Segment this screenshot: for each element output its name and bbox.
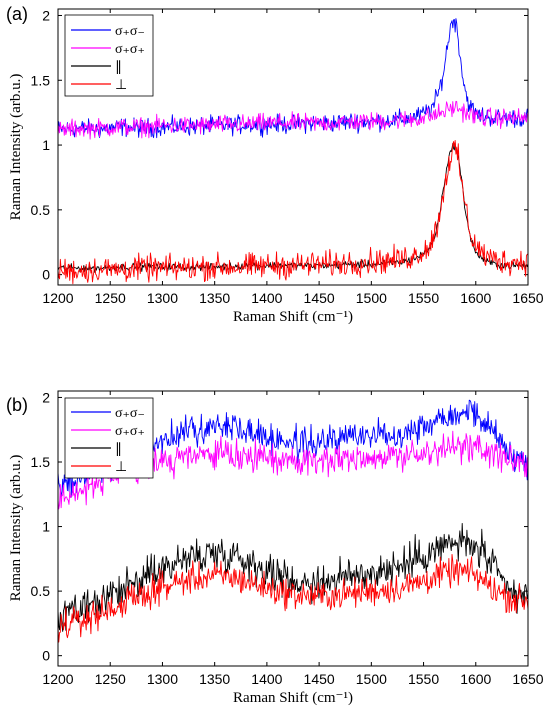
panel-b-label: (b) bbox=[6, 395, 28, 415]
panel-b-y-tick-label: 2 bbox=[42, 389, 50, 405]
panel-b-legend-label-4: ⊥ bbox=[115, 460, 127, 475]
panel-a-x-tick-label: 1200 bbox=[42, 290, 73, 306]
panel-a-x-tick-label: 1300 bbox=[147, 290, 178, 306]
panel-a-series-line-3 bbox=[57, 142, 529, 273]
panel-b-x-tick-label: 1500 bbox=[356, 671, 387, 687]
panel-a-x-tick-label: 1250 bbox=[95, 290, 126, 306]
panel-b-x-tick-label: 1650 bbox=[512, 671, 543, 687]
panel-b-legend-label-2: σ₊σ₊ bbox=[115, 424, 145, 439]
panel-b-x-tick-label: 1200 bbox=[42, 671, 73, 687]
panel-a-y-tick-label: 1.5 bbox=[31, 72, 51, 88]
panel-a-x-tick-label: 1400 bbox=[251, 290, 282, 306]
panel-a-x-tick-label: 1600 bbox=[460, 290, 491, 306]
panel-b-y-tick-label: 0.5 bbox=[31, 583, 51, 599]
panel-a-legend-label-3: ∥ bbox=[115, 60, 122, 75]
panel-a-y-tick-label: 0 bbox=[42, 267, 50, 283]
panel-b-y-tick-label: 1.5 bbox=[31, 454, 51, 470]
panel-a-x-tick-label: 1500 bbox=[356, 290, 387, 306]
panel-a-legend: σ₊σ₋ σ₊σ₊ ∥ ⊥ bbox=[64, 14, 154, 97]
panel-a-x-tick-label: 1550 bbox=[408, 290, 439, 306]
chart-panel-a: (a) 1200 1250 1300 1350 1400 1450 1500 1550 1600… bbox=[6, 4, 544, 325]
panel-a-y-tick-label: 1 bbox=[42, 137, 50, 153]
panel-b-x-tick-label: 1250 bbox=[95, 671, 126, 687]
panel-b-x-tick-label: 1600 bbox=[460, 671, 491, 687]
panel-b-x-tick-label: 1300 bbox=[147, 671, 178, 687]
panel-b-plot-frame bbox=[57, 390, 529, 667]
panel-b-x-tick-label: 1450 bbox=[304, 671, 335, 687]
panel-a-series-line-4 bbox=[57, 139, 529, 285]
panel-b-legend-box bbox=[64, 397, 154, 479]
panel-b-axes: 1200 1250 1300 1350 1400 1450 1500 1550 1600 1650… bbox=[31, 389, 544, 687]
panel-b-x-tick-label: 1350 bbox=[199, 671, 230, 687]
panel-a-plot-frame bbox=[57, 8, 529, 286]
panel-a-legend-box bbox=[64, 14, 154, 97]
panel-b-legend-label-1: σ₊σ₋ bbox=[115, 406, 145, 421]
panel-a-y-axis-title: Raman Intensity (arb.u.) bbox=[8, 74, 24, 221]
panel-b-series-line-2 bbox=[57, 430, 529, 510]
chart-panel-b: (b) 1200 1250 1300 1350 1400 1450 1500 1550 1600… bbox=[6, 389, 544, 706]
panel-a-series-group bbox=[57, 18, 529, 285]
panel-b-y-axis-title: Raman Intensity (arb.u.) bbox=[8, 455, 24, 602]
panel-b-y-tick-label: 0 bbox=[42, 648, 50, 664]
panel-a-legend-label-1: σ₊σ₋ bbox=[115, 24, 145, 39]
panel-a-y-tick-label: 2 bbox=[42, 7, 50, 23]
panel-a-x-tick-label: 1350 bbox=[199, 290, 230, 306]
panel-b-x-tick-label: 1550 bbox=[408, 671, 439, 687]
panel-b-legend: σ₊σ₋ σ₊σ₊ ∥ ⊥ bbox=[64, 397, 154, 479]
panel-a-x-axis-title: Raman Shift (cm⁻¹) bbox=[233, 309, 353, 325]
panel-b-series-line-3 bbox=[57, 522, 529, 632]
panel-a-y-tick-label: 0.5 bbox=[31, 202, 51, 218]
panel-a-legend-label-4: ⊥ bbox=[115, 78, 127, 93]
panel-b-y-tick-label: 1 bbox=[42, 519, 50, 535]
panel-a-label: (a) bbox=[6, 4, 28, 24]
panel-b-x-axis-title: Raman Shift (cm⁻¹) bbox=[233, 690, 353, 706]
panel-b-legend-label-3: ∥ bbox=[115, 442, 122, 457]
panel-a-series-line-2 bbox=[57, 100, 529, 140]
panel-a-axes: 1200 1250 1300 1350 1400 1450 1500 1550 1600 1650… bbox=[31, 7, 544, 306]
panel-a-legend-label-2: σ₊σ₊ bbox=[115, 42, 145, 57]
panel-b-x-tick-label: 1400 bbox=[251, 671, 282, 687]
panel-b-series-line-4 bbox=[57, 553, 529, 643]
panel-a-x-tick-label: 1450 bbox=[304, 290, 335, 306]
panel-a-x-tick-label: 1650 bbox=[512, 290, 543, 306]
